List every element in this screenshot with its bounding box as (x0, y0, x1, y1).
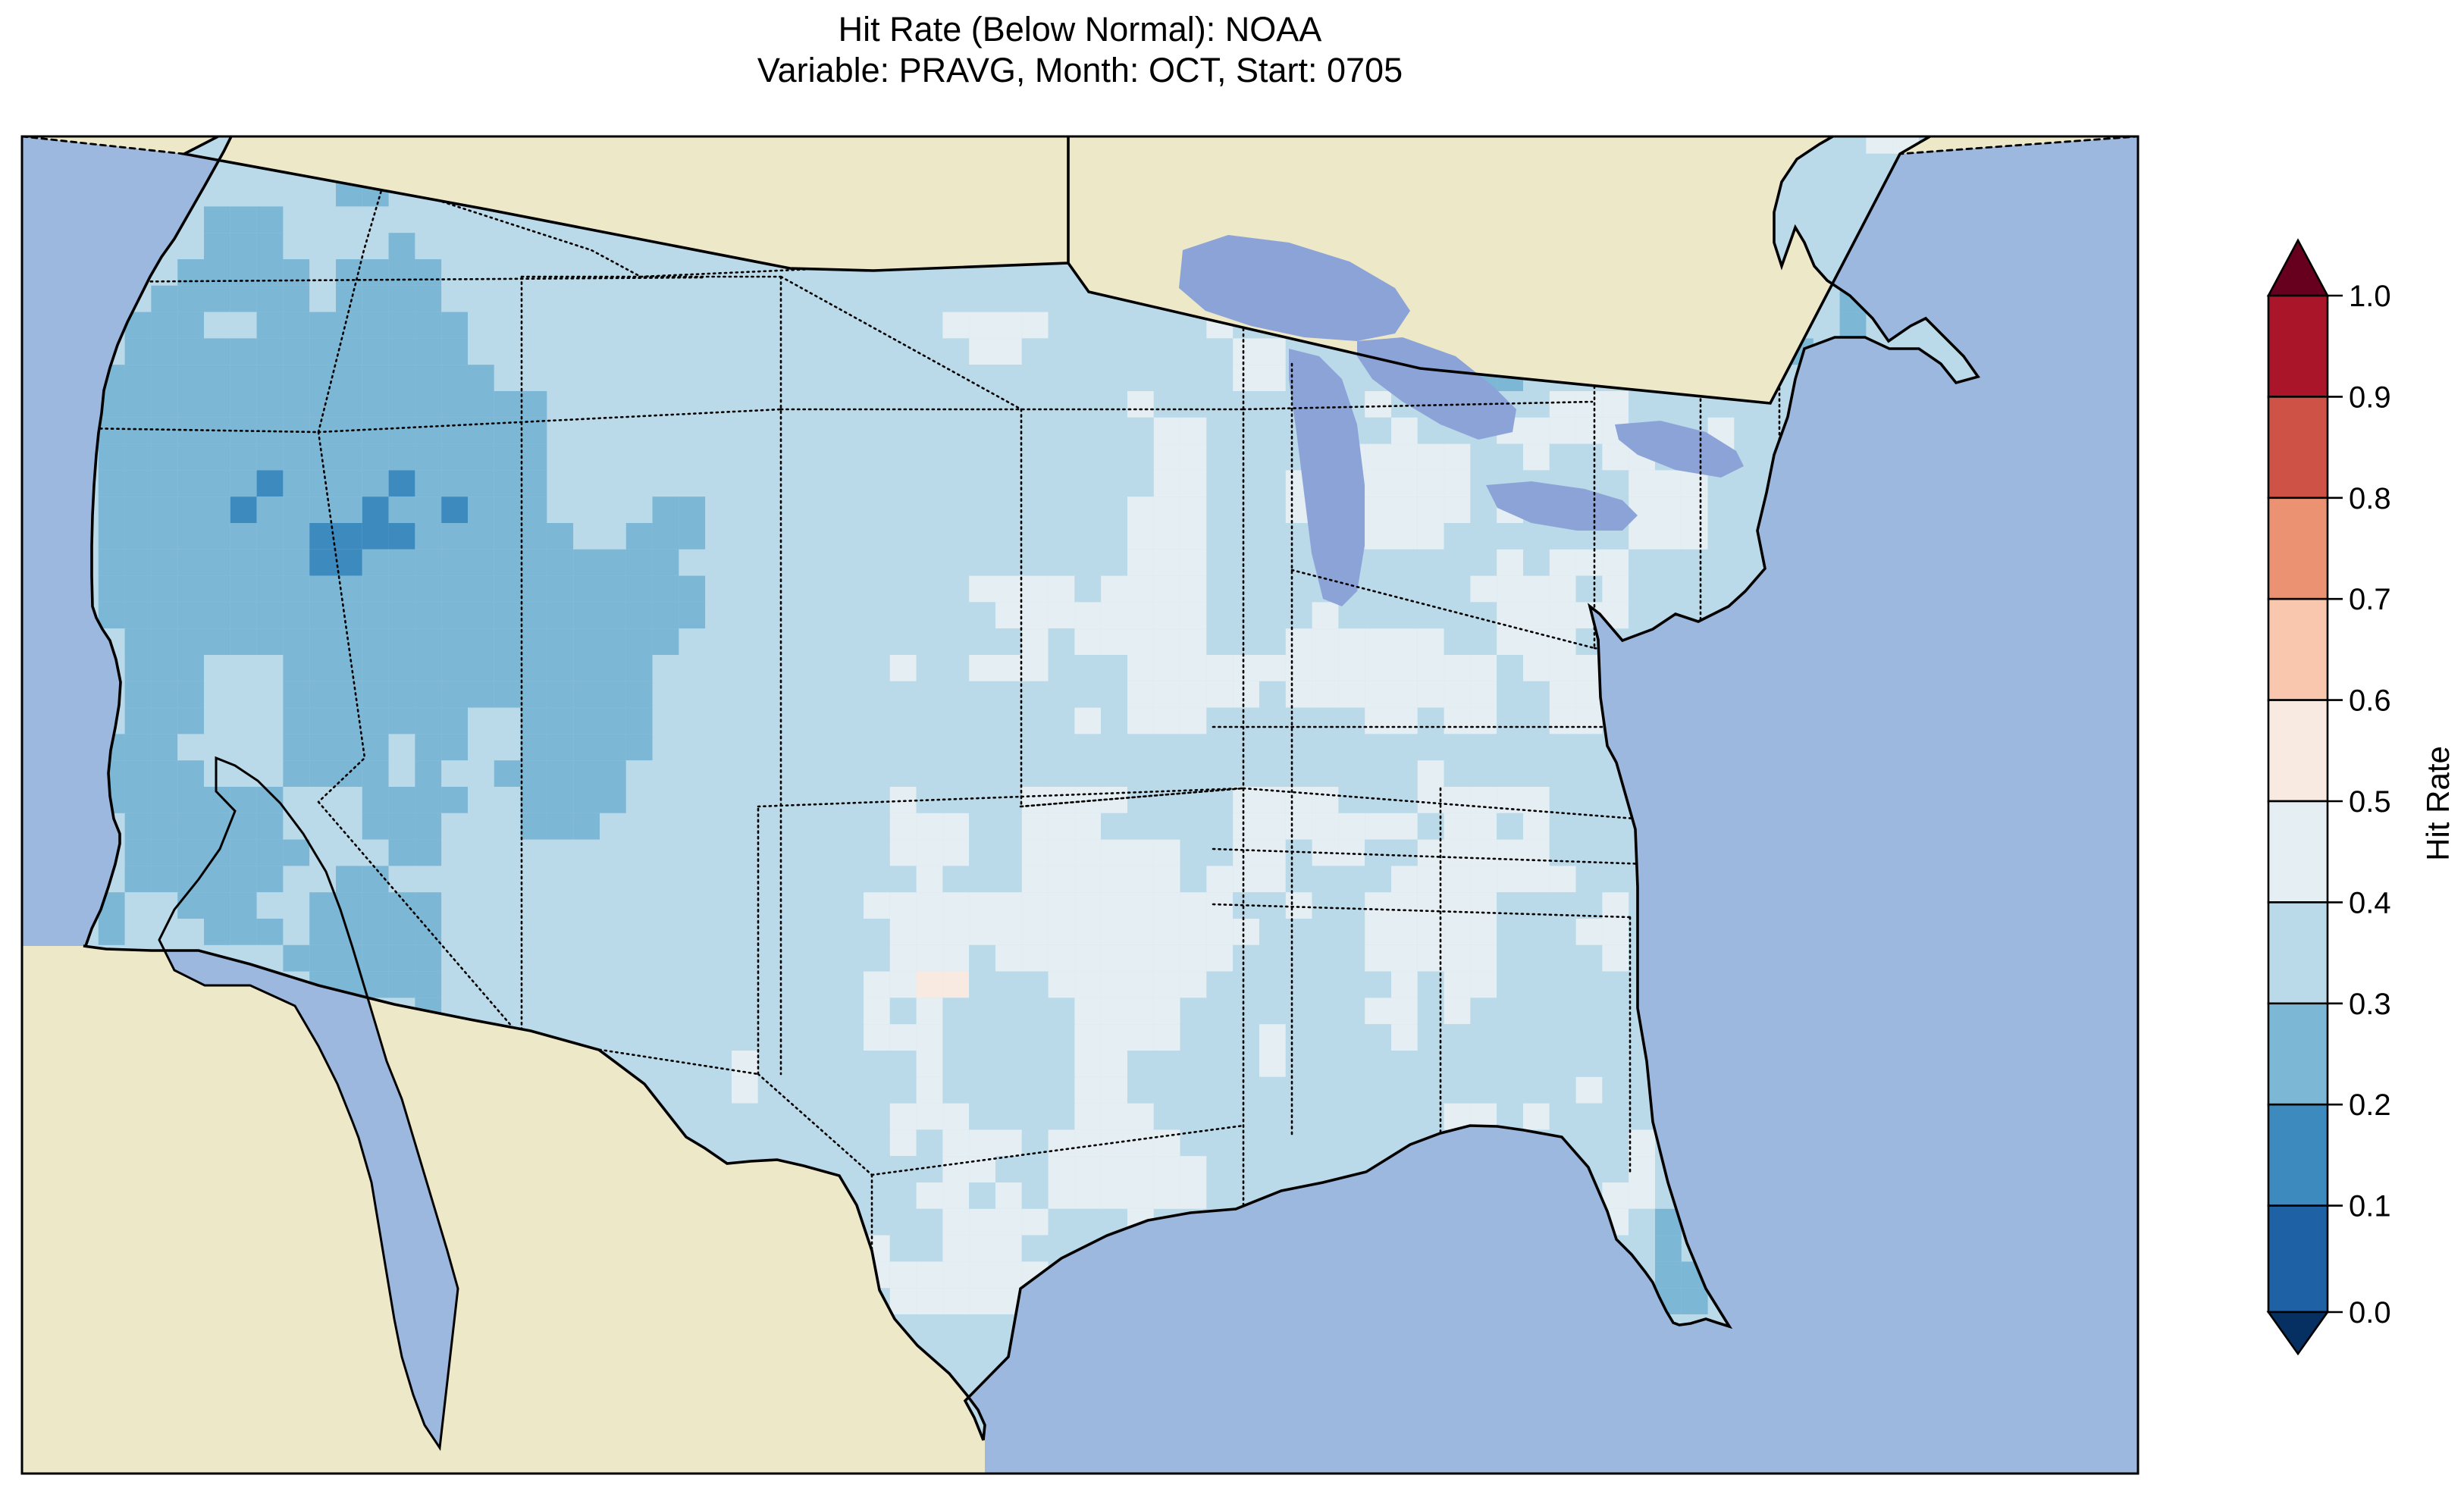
svg-text:0.8: 0.8 (2349, 482, 2391, 515)
svg-text:0.6: 0.6 (2349, 684, 2391, 718)
svg-text:0.4: 0.4 (2349, 886, 2391, 919)
svg-text:0.2: 0.2 (2349, 1088, 2391, 1122)
svg-text:0.0: 0.0 (2349, 1296, 2391, 1330)
svg-text:0.9: 0.9 (2349, 381, 2391, 414)
svg-text:0.7: 0.7 (2349, 583, 2391, 616)
svg-text:0.3: 0.3 (2349, 988, 2391, 1021)
svg-text:Hit Rate: Hit Rate (2420, 746, 2456, 861)
svg-text:1.0: 1.0 (2349, 280, 2391, 313)
svg-text:0.1: 0.1 (2349, 1190, 2391, 1223)
svg-text:0.5: 0.5 (2349, 785, 2391, 819)
